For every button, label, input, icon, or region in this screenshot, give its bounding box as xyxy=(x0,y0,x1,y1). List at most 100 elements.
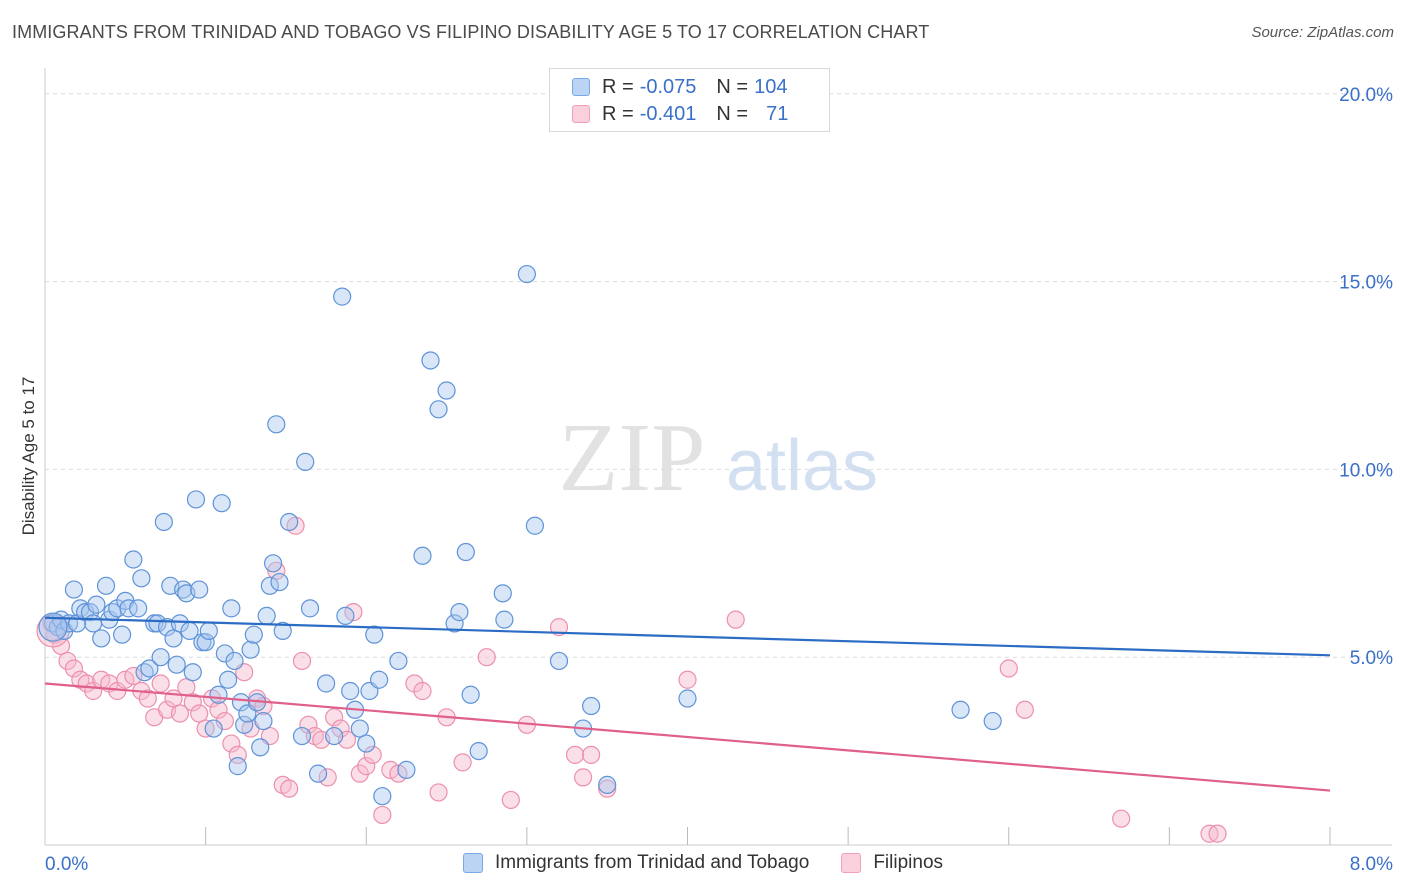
data-point xyxy=(983,711,1002,731)
data-point xyxy=(450,603,469,622)
x-tick-label: 8.0% xyxy=(1350,854,1393,875)
chart-title: IMMIGRANTS FROM TRINIDAD AND TOBAGO VS F… xyxy=(12,22,930,42)
data-point xyxy=(1112,809,1131,828)
tick-labels: 5.0% 10.0% 15.0% 20.0% 0.0% 8.0% xyxy=(45,85,1393,875)
data-point xyxy=(244,625,263,644)
watermark-atlas: atlas xyxy=(726,426,878,506)
legend-item-label: Immigrants from Trinidad and Tobago xyxy=(494,852,810,873)
data-point xyxy=(350,719,369,738)
legend-n-value: 104 xyxy=(754,75,788,98)
data-point xyxy=(357,757,376,776)
data-point xyxy=(318,768,337,787)
data-point xyxy=(469,741,488,761)
data-point xyxy=(64,580,84,599)
data-point xyxy=(336,606,355,625)
data-point xyxy=(92,629,111,648)
data-point xyxy=(58,651,77,671)
data-point xyxy=(370,670,389,689)
data-point xyxy=(124,666,143,686)
data-point xyxy=(461,685,480,704)
legend-item-label: Filipinos xyxy=(873,852,944,873)
legend-n-label: N = xyxy=(716,75,749,98)
data-point xyxy=(678,670,697,689)
x-tick-label: 0.0% xyxy=(45,854,88,875)
data-point xyxy=(453,753,472,772)
data-point xyxy=(148,614,167,633)
data-point xyxy=(350,764,369,783)
data-point xyxy=(389,651,408,671)
data-point xyxy=(209,700,228,719)
legend-swatch-blue xyxy=(572,78,590,96)
legend-r-label: R = xyxy=(602,75,634,98)
data-point xyxy=(235,715,254,734)
legend-row-series1: R = -0.075 N = 104 xyxy=(572,74,787,100)
legend-n-value: 71 xyxy=(766,102,789,125)
data-point xyxy=(151,674,170,693)
data-point xyxy=(549,651,569,671)
data-point xyxy=(270,572,289,592)
data-point xyxy=(199,621,218,641)
data-point xyxy=(495,610,514,629)
data-point xyxy=(280,512,299,532)
data-point xyxy=(565,745,585,764)
data-point xyxy=(231,693,251,712)
data-point xyxy=(999,659,1018,678)
data-point xyxy=(273,621,292,641)
data-point xyxy=(429,783,448,802)
legend-swatch-pink xyxy=(572,105,590,123)
data-point xyxy=(397,760,416,779)
data-point xyxy=(726,610,745,629)
watermark: ZIP atlas xyxy=(559,404,879,512)
data-point xyxy=(225,651,244,671)
data-point xyxy=(222,599,241,618)
data-point xyxy=(186,490,206,509)
data-point xyxy=(219,670,238,689)
data-point xyxy=(456,542,475,562)
data-point xyxy=(87,595,106,614)
legend-swatch-blue xyxy=(462,853,483,873)
data-point xyxy=(525,516,545,535)
y-axis-label: Disability Age 5 to 17 xyxy=(19,377,38,536)
data-point xyxy=(373,787,392,806)
data-point xyxy=(129,599,148,618)
data-point xyxy=(413,546,432,565)
series-trinidad-points xyxy=(38,264,1002,806)
data-point xyxy=(80,603,100,622)
data-point xyxy=(257,606,276,625)
data-point xyxy=(38,612,68,642)
data-point xyxy=(325,726,344,746)
data-point xyxy=(951,700,970,719)
data-point xyxy=(280,779,299,798)
data-point xyxy=(325,708,344,727)
y-tick-label: 15.0% xyxy=(1339,273,1393,294)
data-point xyxy=(477,648,496,667)
data-point xyxy=(196,633,215,652)
series-legend: Immigrants from Trinidad and Tobago Fili… xyxy=(0,852,1406,874)
data-point xyxy=(183,693,202,712)
data-point xyxy=(251,738,270,757)
axes xyxy=(44,68,1392,846)
data-point xyxy=(183,663,202,682)
legend-swatch-pink xyxy=(841,853,862,873)
data-point xyxy=(241,640,260,659)
grid-lines xyxy=(45,93,1392,658)
data-point xyxy=(517,264,536,284)
legend-r-value: -0.075 xyxy=(639,75,697,98)
data-point xyxy=(204,719,223,738)
data-point xyxy=(267,415,286,434)
legend-row-series2: R = -0.401 N = 71 xyxy=(572,101,788,127)
data-point xyxy=(222,734,241,753)
legend-r-label: R = xyxy=(602,102,634,125)
data-point xyxy=(341,681,360,701)
data-point xyxy=(598,775,617,795)
y-tick-label: 20.0% xyxy=(1339,85,1393,106)
data-point xyxy=(292,726,312,746)
data-point xyxy=(678,689,697,708)
data-point xyxy=(316,674,336,693)
data-point xyxy=(228,757,247,776)
trend-line-trinidad xyxy=(44,616,1331,657)
data-point xyxy=(1015,700,1034,719)
data-point xyxy=(164,629,183,648)
data-point xyxy=(124,550,143,569)
